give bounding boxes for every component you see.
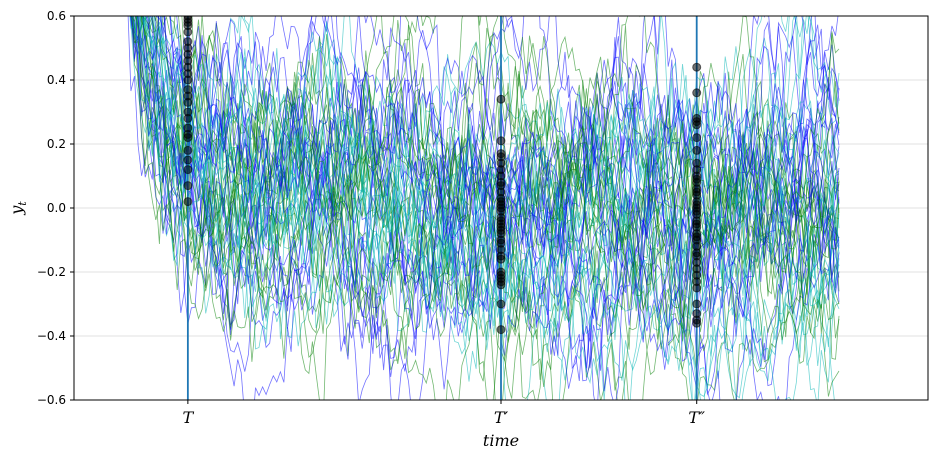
scatter-point	[692, 120, 702, 130]
scatter-point	[496, 136, 506, 146]
series-path	[137, 16, 840, 340]
y-tick-label: 0.4	[47, 73, 66, 87]
scatter-point	[496, 280, 506, 290]
y-axis-label-main: y	[7, 205, 26, 216]
scatter-points	[183, 16, 702, 335]
series-path	[147, 16, 840, 349]
series-path	[140, 16, 840, 351]
scatter-point	[183, 165, 193, 175]
scatter-point	[692, 299, 702, 309]
y-tick-label: 0.0	[47, 201, 66, 215]
series-paths	[127, 16, 840, 400]
series-path	[138, 16, 840, 353]
series-path	[161, 16, 840, 400]
scatter-point	[496, 94, 506, 104]
series-path	[133, 16, 840, 400]
scatter-point	[183, 16, 193, 21]
y-axis-label: yt	[7, 201, 29, 216]
scatter-point	[183, 85, 193, 95]
scatter-point	[692, 145, 702, 155]
y-tick-label: −0.4	[37, 329, 66, 343]
scatter-point	[692, 62, 702, 72]
y-axis: −0.6 −0.4 −0.2 0.0 0.2 0.4 0.6	[37, 9, 74, 407]
series-path	[130, 16, 840, 400]
series-path	[131, 16, 840, 347]
scatter-point	[183, 181, 193, 191]
x-axis: T T′ T″	[183, 400, 705, 427]
x-tick-label: T′	[494, 408, 509, 427]
scatter-point	[692, 283, 702, 293]
series-path	[139, 16, 840, 341]
scatter-point	[183, 107, 193, 117]
y-tick-label: −0.2	[37, 265, 66, 279]
series-path	[162, 16, 840, 333]
y-tick-label: 0.2	[47, 137, 66, 151]
scatter-point	[692, 88, 702, 98]
scatter-point	[496, 299, 506, 309]
scatter-point	[692, 318, 702, 328]
scatter-point	[496, 325, 506, 335]
y-axis-label-subscript: t	[16, 201, 29, 206]
scatter-point	[183, 155, 193, 165]
series-path	[154, 16, 839, 399]
x-axis-label: time	[483, 431, 519, 450]
series-path	[136, 16, 840, 400]
scatter-point	[183, 145, 193, 155]
series-path	[144, 16, 840, 400]
y-tick-label: 0.6	[47, 9, 66, 23]
series-path	[176, 16, 840, 400]
x-tick-label: T	[183, 408, 195, 427]
scatter-point	[183, 123, 193, 133]
scatter-point	[692, 133, 702, 143]
x-tick-label: T″	[688, 408, 705, 427]
scatter-point	[183, 37, 193, 47]
series-path	[131, 16, 840, 400]
y-tick-label: −0.6	[37, 393, 66, 407]
scatter-point	[183, 197, 193, 207]
series-path	[135, 16, 840, 372]
scatter-point	[496, 254, 506, 264]
